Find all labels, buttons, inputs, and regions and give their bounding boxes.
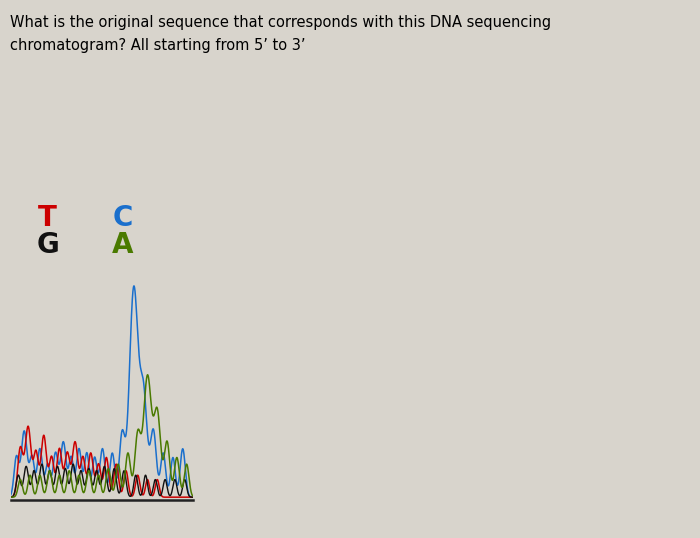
Text: C: C <box>112 204 133 232</box>
Text: T: T <box>38 204 57 232</box>
Text: chromatogram? All starting from 5’ to 3’: chromatogram? All starting from 5’ to 3’ <box>10 38 305 53</box>
Text: A: A <box>112 231 133 259</box>
Text: G: G <box>36 231 59 259</box>
Text: What is the original sequence that corresponds with this DNA sequencing: What is the original sequence that corre… <box>10 15 551 30</box>
